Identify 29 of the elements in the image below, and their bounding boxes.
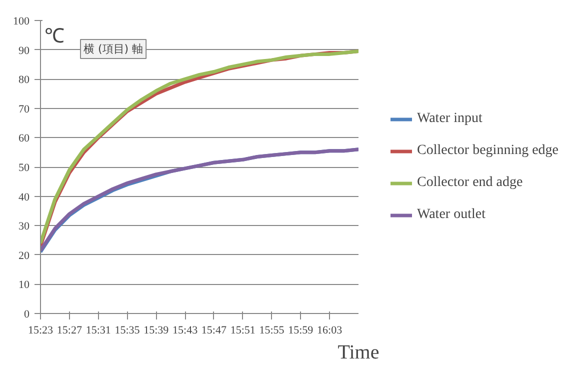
y-tick-label: 0	[24, 308, 30, 320]
y-tick-label: 20	[18, 250, 30, 262]
annotation: 横 (項目) 軸	[84, 42, 144, 56]
y-axis-title: ℃	[44, 26, 64, 48]
legend-label: Water outlet	[417, 206, 486, 222]
y-tick-label: 30	[18, 220, 30, 233]
y-tick-label: 70	[18, 103, 30, 116]
x-tick-label: 15:51	[230, 324, 256, 336]
x-tick-label: 15:59	[288, 324, 314, 336]
y-tick-label: 90	[18, 44, 30, 57]
y-tick-label: 40	[18, 191, 30, 204]
y-tick-label: 80	[18, 74, 30, 86]
x-tick-label: 15:23	[28, 324, 54, 336]
x-tick-label: 15:43	[172, 324, 198, 336]
y-tick-label: 50	[18, 162, 30, 174]
y-tick-label: 100	[13, 16, 30, 28]
x-axis-title: Time	[338, 342, 380, 364]
legend-label: Water input	[417, 110, 482, 126]
x-tick-label: 15:55	[259, 324, 285, 336]
x-tick-label: 16:03	[317, 324, 343, 336]
x-tick-label: 15:47	[201, 324, 227, 336]
legend-label: Collector end adge	[417, 174, 523, 190]
x-tick-label: 15:35	[114, 324, 140, 336]
legend-label: Collector beginning edge	[417, 142, 559, 158]
x-tick-label: 15:31	[86, 324, 111, 336]
x-tick-label: 15:27	[56, 324, 82, 336]
x-tick-label: 15:39	[144, 324, 170, 336]
y-tick-label: 60	[18, 132, 30, 145]
y-tick-label: 10	[18, 279, 30, 292]
